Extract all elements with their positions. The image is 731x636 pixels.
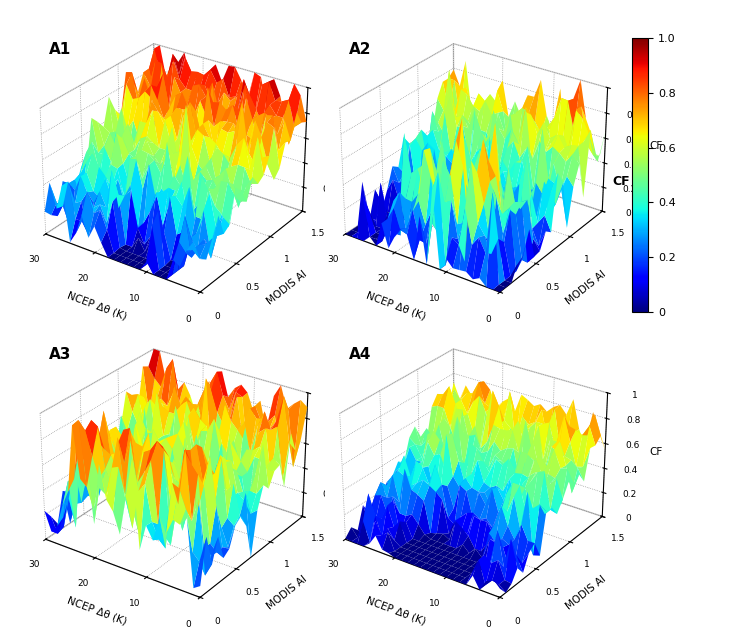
Y-axis label: MODIS AI: MODIS AI [564,268,608,307]
X-axis label: NCEP Δθ (K): NCEP Δθ (K) [366,595,428,627]
Text: A4: A4 [349,347,371,363]
X-axis label: NCEP Δθ (K): NCEP Δθ (K) [66,595,128,627]
Text: A1: A1 [49,42,71,57]
Y-axis label: CF: CF [612,175,629,188]
Text: A3: A3 [49,347,72,363]
X-axis label: NCEP Δθ (K): NCEP Δθ (K) [66,290,128,322]
Y-axis label: MODIS AI: MODIS AI [265,574,308,612]
Y-axis label: MODIS AI: MODIS AI [265,268,308,307]
X-axis label: NCEP Δθ (K): NCEP Δθ (K) [366,290,428,322]
Y-axis label: MODIS AI: MODIS AI [564,574,608,612]
Text: A2: A2 [349,42,371,57]
